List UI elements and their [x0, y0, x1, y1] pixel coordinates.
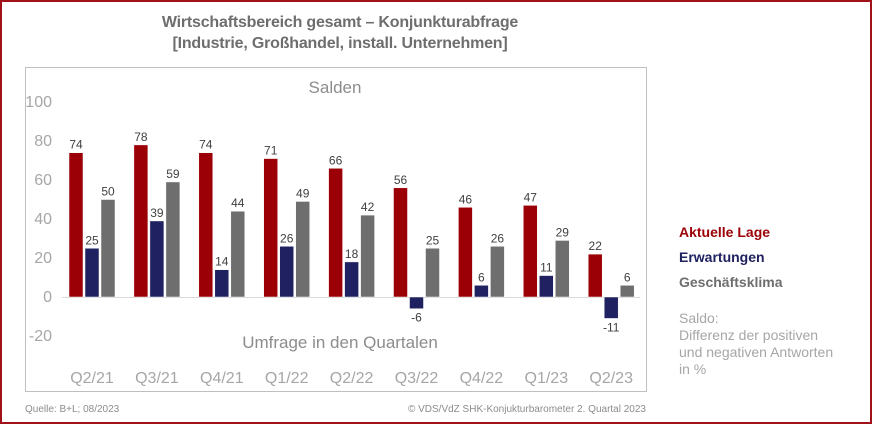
data-labels-group: 74 25 50 78 39 59 74 14 44 71 26 49 66 18 42 56 -6 25 46 6 2…	[69, 130, 631, 335]
data-label: 26	[280, 231, 294, 245]
bar-aktuelle-lage-Q2-21	[68, 152, 84, 298]
note-line-2: Differenz der positiven	[679, 327, 819, 343]
bar-gesch-ftsklima-Q4-21	[230, 210, 246, 298]
note-line-4: in %	[679, 361, 707, 377]
data-label: 56	[394, 173, 408, 187]
bar-erwartungen-Q1-23	[539, 275, 554, 298]
bar-erwartungen-Q1-22	[279, 246, 294, 298]
legend-item-erwartungen: Erwartungen	[679, 249, 765, 265]
bar-erwartungen-Q2-21	[84, 248, 100, 298]
data-label: 59	[166, 167, 180, 181]
legend-item-aktuelle-lage: Aktuelle Lage	[679, 224, 771, 240]
bars-group	[68, 144, 635, 319]
x-tick-label: Q2/21	[70, 370, 114, 387]
data-label: -6	[411, 311, 422, 325]
note-line-3: und negativen Antworten	[679, 344, 834, 360]
bar-erwartungen-Q3-22	[409, 296, 424, 309]
bar-gesch-ftsklima-Q4-22	[490, 246, 505, 298]
y-tick-label: -20	[29, 328, 52, 345]
bar-gesch-ftsklima-Q1-23	[555, 240, 570, 298]
x-axis: Q2/21 Q3/21 Q4/21 Q1/22 Q2/22 Q3/22 Q4/22 Q1/23…	[70, 370, 633, 387]
bar-aktuelle-lage-Q4-21	[198, 152, 214, 298]
data-label: 14	[215, 255, 229, 269]
data-label: 78	[134, 130, 148, 144]
bar-gesch-ftsklima-Q1-22	[295, 201, 310, 298]
x-tick-label: Q1/22	[265, 370, 309, 387]
chart-main-title: Wirtschaftsbereich gesamt – Konjunkturab…	[100, 12, 580, 54]
bar-aktuelle-lage-Q4-22	[458, 207, 473, 298]
bar-aktuelle-lage-Q1-23	[523, 205, 538, 298]
data-label: 26	[491, 231, 505, 245]
y-tick-label: 80	[34, 133, 52, 150]
data-label: 25	[85, 233, 99, 247]
copyright-text: © VDS/VdZ SHK-Konjukturbarometer 2. Quar…	[407, 404, 646, 415]
data-label: 18	[345, 247, 359, 261]
bar-aktuelle-lage-Q2-22	[328, 168, 343, 298]
data-label: 74	[69, 138, 83, 152]
data-label: 25	[426, 233, 440, 247]
bar-erwartungen-Q4-21	[214, 269, 230, 298]
y-tick-label: 0	[43, 289, 52, 306]
x-tick-label: Q2/23	[589, 370, 633, 387]
bar-erwartungen-Q2-23	[603, 296, 619, 319]
x-tick-label: Q4/22	[460, 370, 504, 387]
data-label: 47	[524, 190, 538, 204]
y-tick-label: 20	[34, 250, 52, 267]
note-line-1: Saldo:	[679, 310, 719, 326]
bar-aktuelle-lage-Q3-21	[133, 144, 149, 298]
y-tick-label: 60	[34, 172, 52, 189]
data-label: 42	[361, 200, 375, 214]
bar-erwartungen-Q4-22	[474, 285, 489, 298]
data-label: 66	[329, 153, 343, 167]
bar-gesch-ftsklima-Q3-22	[425, 248, 440, 298]
bar-erwartungen-Q2-22	[344, 261, 359, 298]
x-tick-label: Q4/21	[200, 370, 244, 387]
data-label: 39	[150, 206, 164, 220]
bar-gesch-ftsklima-Q2-23	[619, 285, 635, 298]
data-label: 11	[540, 261, 553, 275]
chart-subtitle: Salden	[309, 78, 362, 97]
bar-gesch-ftsklima-Q2-22	[360, 214, 375, 298]
bar-gesch-ftsklima-Q2-21	[100, 199, 116, 298]
y-tick-label: 100	[25, 94, 52, 111]
bar-erwartungen-Q3-21	[149, 220, 165, 298]
y-tick-label: 40	[34, 211, 52, 228]
x-tick-label: Q3/21	[135, 370, 179, 387]
data-label: 49	[296, 186, 310, 200]
data-label: 6	[624, 270, 631, 284]
data-label: 22	[589, 239, 603, 253]
data-label: 71	[264, 144, 278, 158]
data-label: 29	[556, 225, 570, 239]
x-axis-label: Umfrage in den Quartalen	[242, 333, 438, 352]
title-line-2: [Industrie, Großhandel, install. Unterne…	[172, 35, 508, 52]
source-text: Quelle: B+L; 08/2023	[25, 404, 120, 415]
legend: Aktuelle Lage Erwartungen Geschäftsklima	[679, 220, 783, 295]
plot-frame	[25, 67, 647, 392]
x-tick-label: Q1/23	[525, 370, 569, 387]
y-axis: 100 80 60 40 20 0 -20	[25, 94, 52, 345]
data-label: 46	[459, 192, 473, 206]
legend-item-geschaeftsklima: Geschäftsklima	[679, 274, 783, 290]
bar-aktuelle-lage-Q2-23	[587, 253, 603, 298]
data-label: 50	[101, 185, 115, 199]
bar-gesch-ftsklima-Q3-21	[165, 181, 181, 298]
bar-aktuelle-lage-Q1-22	[263, 158, 278, 298]
title-line-1: Wirtschaftsbereich gesamt – Konjunkturab…	[161, 14, 519, 31]
data-label: 74	[199, 138, 213, 152]
x-tick-label: Q2/22	[330, 370, 374, 387]
data-label: 44	[231, 196, 245, 210]
x-tick-label: Q3/22	[395, 370, 439, 387]
saldo-note: Saldo: Differenz der positiven und negat…	[679, 310, 869, 378]
data-label: -11	[603, 320, 620, 334]
data-label: 6	[478, 270, 485, 284]
bar-aktuelle-lage-Q3-22	[393, 187, 408, 298]
